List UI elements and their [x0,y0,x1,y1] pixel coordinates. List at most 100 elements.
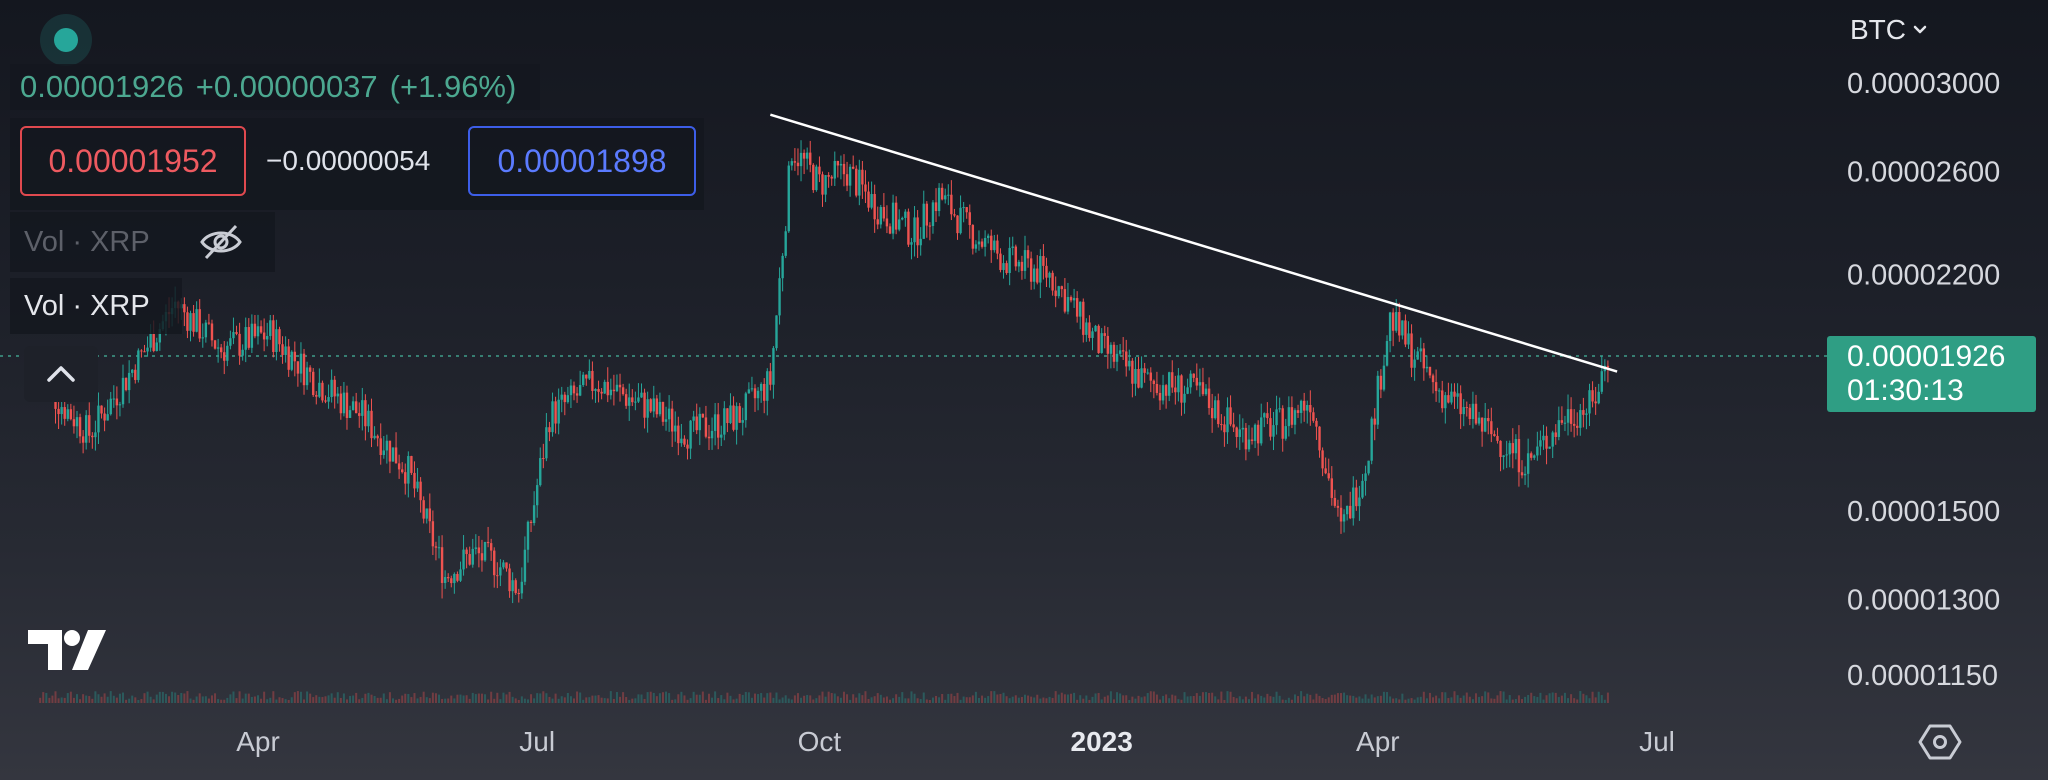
volume-bar [210,695,213,703]
volume-bar [1066,694,1069,703]
candle-body [223,352,226,361]
candle-body [1505,454,1508,456]
eye-off-icon[interactable] [198,222,244,262]
candle-body [1091,331,1094,338]
volume-bar [1530,692,1533,703]
volume-bar [523,698,526,703]
volume-bar [1435,695,1438,703]
volume-bar [996,694,999,703]
volume-bar [152,699,155,703]
price-change-line: 0.00001926 +0.00000037 (+1.96%) [10,64,541,110]
candle-body [1382,365,1386,390]
volume-bar [781,697,784,703]
volume-bar [309,693,312,703]
x-tick-label: 2023 [1071,726,1133,757]
volume-bars [39,691,1609,703]
candle-body [189,313,192,331]
candle-body [241,349,244,356]
candle-body [1312,412,1315,421]
volume-bar [296,691,299,703]
candle-body [305,367,309,386]
candle-body [493,550,496,576]
volume-bar [1438,698,1441,703]
candle-body [336,393,339,397]
volume-bar [1214,696,1217,703]
volume-bar [809,695,812,703]
volume-bar [1410,698,1413,703]
collapse-legend-button[interactable] [24,346,98,402]
volume-bar [217,699,220,703]
candle-body [358,413,361,416]
candle-body [572,385,576,394]
volume-bar [1459,697,1462,703]
volume-bar [1349,695,1352,703]
candle-body [502,562,505,568]
volume-bar [422,691,425,703]
volume-bar [1155,694,1158,703]
candle-body [781,255,784,279]
candle-body [1453,391,1456,397]
candle-body [1526,453,1530,474]
candle-body [256,326,260,337]
volume-bar [223,699,226,703]
candle-body [1422,348,1426,369]
candle-body [1345,505,1349,515]
candle-body [557,399,560,424]
volume-bar [177,695,180,703]
volume-bar [198,693,201,703]
candle-body [134,369,137,380]
y-tick-label: 0.00002200 [1847,259,2000,291]
candle-body [210,323,214,341]
volume-bar [1511,699,1514,703]
candle-body [833,160,836,179]
candle-body [1520,472,1524,476]
volume-bar [1057,694,1060,703]
candle-body [729,405,732,424]
candle-body [69,409,73,420]
volume-bar [1548,693,1551,703]
volume-bar [327,695,330,703]
volume-bar [790,699,793,703]
candle-body [379,438,382,455]
candle-body [1401,320,1404,336]
candle-body [667,408,671,420]
volume-bar [631,698,634,703]
candle-body [953,214,956,216]
buy-button[interactable]: 0.00001898 [468,126,696,196]
volume-bar [1395,698,1398,703]
candle-body [1075,298,1079,317]
candle-body [1358,497,1361,507]
candle-body [1349,505,1352,519]
candle-body [229,338,232,346]
volume-bar [1496,695,1499,703]
volume-bar [566,692,569,703]
currency-selector[interactable]: BTC [1850,14,1928,46]
volume-bar [1352,695,1355,703]
candle-body [1287,407,1291,427]
candle-body [1413,359,1416,368]
trendline[interactable] [769,113,1618,373]
currency-label: BTC [1850,14,1906,45]
volume-bar [303,699,306,703]
candle-body [1416,351,1419,360]
indicator-legend[interactable]: Vol · XRP [10,278,182,334]
volume-bar [720,695,723,703]
candle-body [407,456,410,484]
candle-body [919,238,922,246]
candle-body [204,322,208,338]
volume-bar [1527,694,1530,703]
volume-bar [1119,693,1122,703]
candle-body [986,235,990,239]
indicator-legend-hidden[interactable]: Vol · XRP [10,212,275,272]
volume-bar [1502,691,1505,703]
candle-body [609,389,613,396]
volume-bar [367,692,370,703]
candle-body [772,348,775,385]
hexagon-settings-icon[interactable] [1918,722,1962,762]
candle-body [272,320,275,352]
volume-bar [220,699,223,703]
sell-button[interactable]: 0.00001952 [20,126,246,196]
volume-bar [241,698,244,703]
candle-body [1318,426,1321,451]
